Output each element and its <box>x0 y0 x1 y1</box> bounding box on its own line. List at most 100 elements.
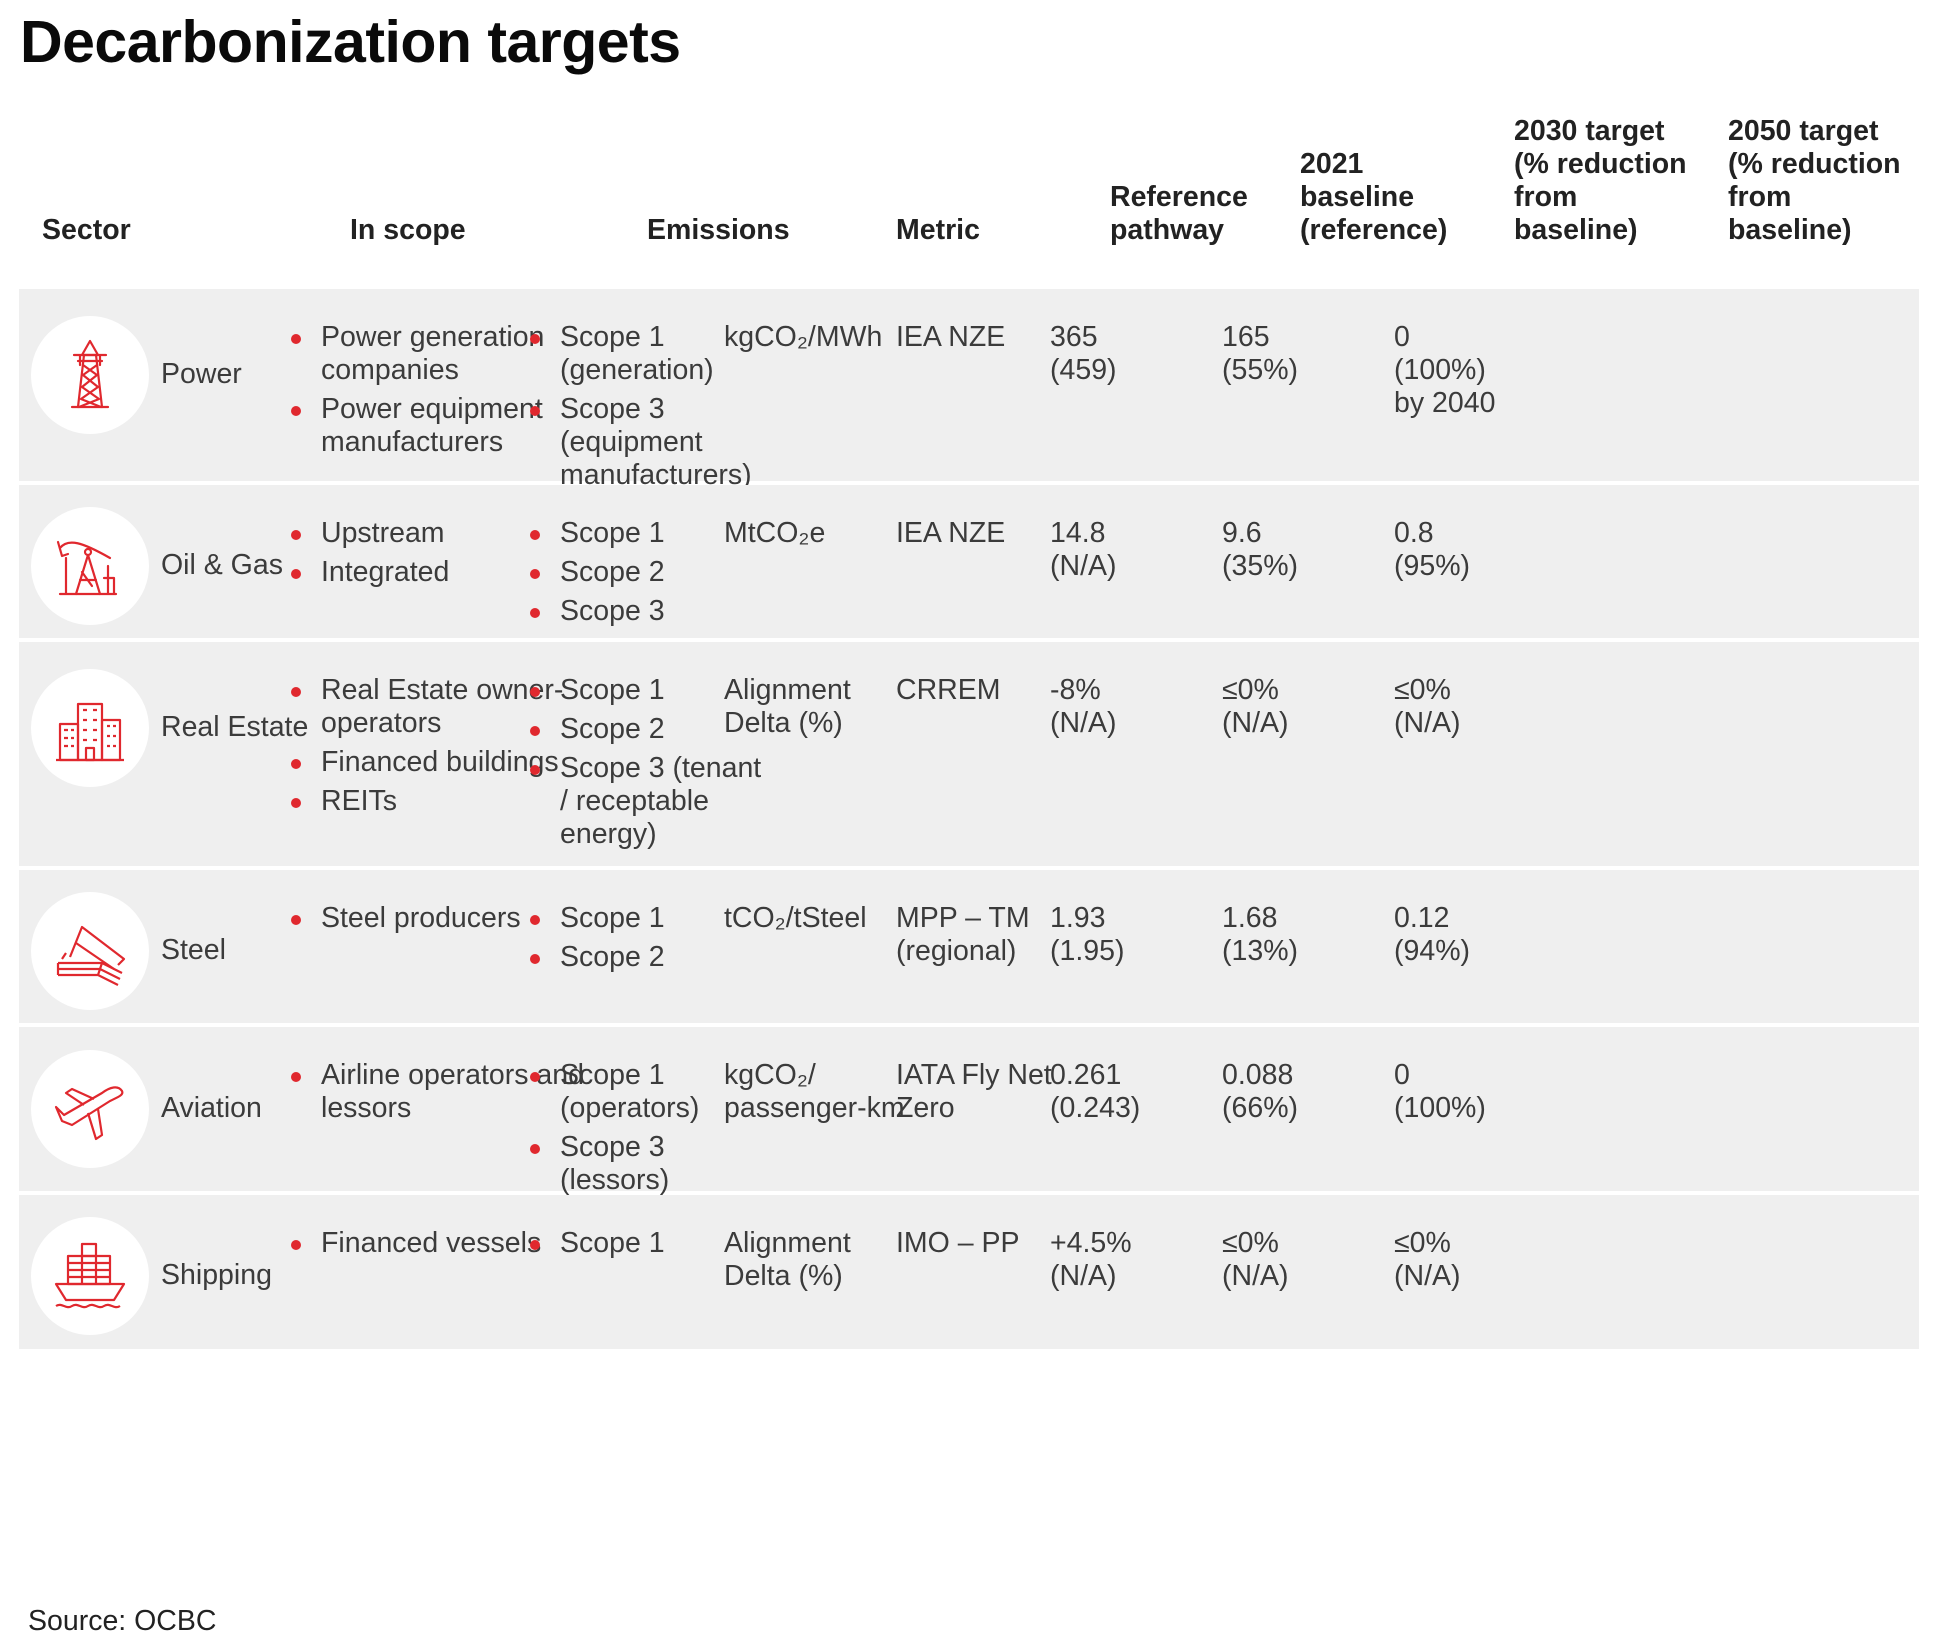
baseline-2021-cell: +4.5% (N/A) <box>1050 1227 1132 1292</box>
reference-pathway-cell: CRREM <box>896 674 1001 706</box>
target-2050-cell: 0 (100%) by 2040 <box>1394 321 1496 419</box>
reference-pathway-cell: IEA NZE <box>896 321 1006 353</box>
baseline-2021-cell: 365 (459) <box>1050 321 1117 386</box>
in-scope-cell: Power generation companies Power equipmen… <box>285 321 585 465</box>
baseline-2021-cell: 1.93 (1.95) <box>1050 902 1125 967</box>
header-sector: Sector <box>42 214 131 246</box>
baseline-2021-cell: -8% (N/A) <box>1050 674 1117 739</box>
emissions-cell: Scope 1 (operators) Scope 3 (lessors) <box>524 1059 764 1203</box>
sector-name: Oil & Gas <box>161 549 283 581</box>
target-2030-cell: 1.68 (13%) <box>1222 902 1299 967</box>
in-scope-item: Financed vessels <box>285 1227 585 1260</box>
emissions-cell: Scope 1 Scope 2 <box>524 902 764 980</box>
in-scope-cell: Financed vessels <box>285 1227 585 1266</box>
in-scope-item: Integrated <box>285 556 585 589</box>
target-2050-cell: ≤0% (N/A) <box>1394 1227 1461 1292</box>
target-2050-cell: 0.8 (95%) <box>1394 517 1471 582</box>
target-2030-cell: 9.6 (35%) <box>1222 517 1299 582</box>
sector-name: Aviation <box>161 1092 262 1124</box>
sector-name: Shipping <box>161 1259 272 1291</box>
in-scope-cell: Steel producers <box>285 902 585 941</box>
in-scope-item: Upstream <box>285 517 585 550</box>
table-row-shipping: Shipping Financed vessels Scope 1 Alignment… <box>19 1195 1919 1349</box>
in-scope-item: Real Estate owner-operators <box>285 674 585 740</box>
sector-icon-circle <box>31 316 149 434</box>
header-target-2050: 2050 target (% reduction from baseline) <box>1728 115 1901 246</box>
reference-pathway-cell: IEA NZE <box>896 517 1006 549</box>
header-in-scope: In scope <box>350 214 466 246</box>
emissions-item: Scope 1 <box>524 1227 764 1260</box>
header-metric: Metric <box>896 214 980 246</box>
emissions-item: Scope 2 <box>524 941 764 974</box>
table-row-aviation: Aviation Airline operators and lessors Sco… <box>19 1027 1919 1196</box>
sector-icon-circle <box>31 892 149 1010</box>
emissions-cell: Scope 1 <box>524 1227 764 1266</box>
header-emissions: Emissions <box>647 214 790 246</box>
power-pylon-icon <box>52 337 128 413</box>
emissions-item: Scope 3 (equipment manufacturers) <box>524 393 764 492</box>
emissions-item: Scope 3 (lessors) <box>524 1131 764 1197</box>
table-body: Power Power generation companies Power equ… <box>19 289 1919 1349</box>
sector-icon-circle <box>31 1217 149 1335</box>
baseline-2021-cell: 14.8 (N/A) <box>1050 517 1117 582</box>
emissions-item: Scope 1 <box>524 517 764 550</box>
emissions-cell: Scope 1 Scope 2 Scope 3 (tenant / receptab… <box>524 674 764 857</box>
metric-cell: Alignment Delta (%) <box>724 674 851 739</box>
sector-icon-circle <box>31 669 149 787</box>
metric-cell: MtCO₂e <box>724 517 826 549</box>
target-2030-cell: 0.088 (66%) <box>1222 1059 1299 1124</box>
sector-name: Real Estate <box>161 711 309 743</box>
target-2030-cell: ≤0% (N/A) <box>1222 1227 1289 1292</box>
reference-pathway-cell: IMO – PP <box>896 1227 1020 1259</box>
buildings-icon <box>52 690 128 766</box>
target-2030-cell: 165 (55%) <box>1222 321 1299 386</box>
in-scope-item: REITs <box>285 785 585 818</box>
header-baseline-2021: 2021 baseline (reference) <box>1300 148 1448 246</box>
airplane-icon <box>52 1071 128 1147</box>
page-title: Decarbonization targets <box>20 9 681 75</box>
in-scope-item: Steel producers <box>285 902 585 935</box>
emissions-item: Scope 2 <box>524 713 764 746</box>
table-row-real-estate: Real Estate Real Estate owner-operators Fi… <box>19 642 1919 866</box>
metric-cell: kgCO₂/ passenger-km <box>724 1059 905 1124</box>
table-header: Sector In scope Emissions Metric Referen… <box>19 96 1919 289</box>
emissions-item: Scope 1 (generation) <box>524 321 764 387</box>
steel-beams-icon <box>52 913 128 989</box>
emissions-item: Scope 1 (operators) <box>524 1059 764 1125</box>
table-row-oil-and-gas: Oil & Gas Upstream Integrated Scope 1 Scope … <box>19 485 1919 638</box>
sector-name: Power <box>161 358 242 390</box>
metric-cell: Alignment Delta (%) <box>724 1227 851 1292</box>
emissions-item: Scope 1 <box>524 674 764 707</box>
emissions-item: Scope 3 (tenant / receptable energy) <box>524 752 764 851</box>
table-row-steel: Steel Steel producers Scope 1 Scope 2 tCO₂/t… <box>19 870 1919 1023</box>
table-row-power: Power Power generation companies Power equ… <box>19 289 1919 491</box>
target-2050-cell: 0.12 (94%) <box>1394 902 1471 967</box>
target-2050-cell: ≤0% (N/A) <box>1394 674 1461 739</box>
baseline-2021-cell: 0.261 (0.243) <box>1050 1059 1141 1124</box>
in-scope-cell: Airline operators and lessors <box>285 1059 585 1131</box>
metric-cell: kgCO₂/MWh <box>724 321 883 353</box>
oil-pump-icon <box>52 528 128 604</box>
target-2030-cell: ≤0% (N/A) <box>1222 674 1289 739</box>
header-reference-pathway: Reference pathway <box>1110 181 1248 246</box>
reference-pathway-cell: IATA Fly Net Zero <box>896 1059 1052 1124</box>
sector-name: Steel <box>161 934 226 966</box>
in-scope-item: Financed buildings <box>285 746 585 779</box>
emissions-item: Scope 2 <box>524 556 764 589</box>
in-scope-cell: Upstream Integrated <box>285 517 585 595</box>
target-2050-cell: 0 (100%) <box>1394 1059 1486 1124</box>
cargo-ship-icon <box>52 1238 128 1314</box>
sector-icon-circle <box>31 507 149 625</box>
source-note: Source: OCBC <box>28 1605 217 1637</box>
emissions-cell: Scope 1 Scope 2 Scope 3 <box>524 517 764 634</box>
in-scope-cell: Real Estate owner-operators Financed buil… <box>285 674 585 824</box>
metric-cell: tCO₂/tSteel <box>724 902 867 934</box>
decarbonization-table: Sector In scope Emissions Metric Referen… <box>19 96 1919 1353</box>
header-target-2030: 2030 target (% reduction from baseline) <box>1514 115 1687 246</box>
in-scope-item: Power equipment manufacturers <box>285 393 585 459</box>
in-scope-item: Airline operators and lessors <box>285 1059 585 1125</box>
in-scope-item: Power generation companies <box>285 321 585 387</box>
emissions-item: Scope 1 <box>524 902 764 935</box>
sector-icon-circle <box>31 1050 149 1168</box>
emissions-item: Scope 3 <box>524 595 764 628</box>
